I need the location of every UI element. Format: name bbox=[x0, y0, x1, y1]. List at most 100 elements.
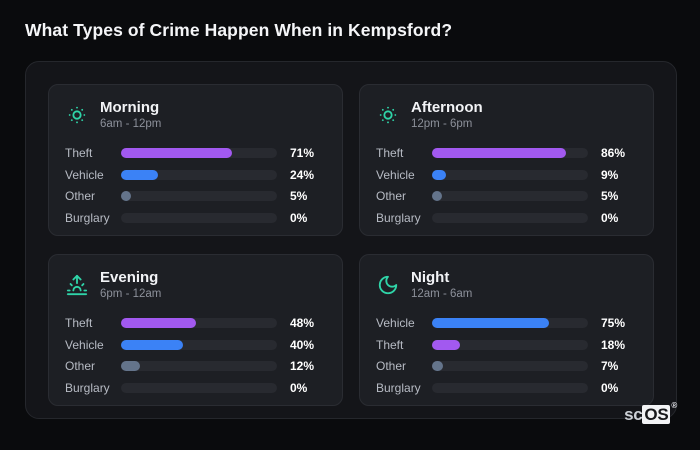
bar-label: Burglary bbox=[65, 210, 110, 225]
bar-row: Vehicle 40% bbox=[65, 337, 326, 352]
bar-track bbox=[121, 191, 277, 201]
bar-fill bbox=[121, 148, 232, 158]
bar-row: Theft 48% bbox=[65, 316, 326, 330]
bar-track bbox=[432, 318, 588, 328]
bar-row: Vehicle 9% bbox=[376, 167, 637, 182]
bar-fill bbox=[432, 191, 442, 201]
bar-fill bbox=[432, 361, 443, 371]
bar-track bbox=[121, 148, 277, 158]
bar-value: 75% bbox=[601, 316, 626, 330]
bar-row: Burglary 0% bbox=[65, 210, 326, 225]
bar-label: Theft bbox=[65, 316, 93, 330]
bar-value: 86% bbox=[601, 146, 626, 160]
panel-header: Evening 6pm - 12am bbox=[65, 268, 326, 302]
bar-row: Vehicle 24% bbox=[65, 167, 326, 182]
panel-time-range: 12pm - 6pm bbox=[411, 118, 473, 130]
bar-label: Other bbox=[376, 359, 407, 373]
bar-value: 48% bbox=[290, 316, 315, 330]
bar-track bbox=[121, 361, 277, 371]
moon-icon bbox=[376, 273, 400, 297]
bar-label: Vehicle bbox=[376, 167, 415, 182]
panel-time-range: 12am - 6am bbox=[411, 288, 473, 300]
panel-evening: Evening 6pm - 12am Theft 48% Vehicle 40%… bbox=[48, 254, 343, 406]
bar-label: Vehicle bbox=[65, 167, 104, 182]
bar-value: 71% bbox=[290, 146, 315, 160]
bar-value: 9% bbox=[601, 167, 619, 182]
bar-row: Theft 71% bbox=[65, 146, 326, 160]
sunrise-icon bbox=[65, 273, 89, 297]
bar-track bbox=[121, 382, 277, 393]
bar-track bbox=[432, 148, 588, 158]
panel-title: Morning bbox=[100, 98, 160, 116]
crime-time-dashboard: Morning 6am - 12pm Theft 71% Vehicle 24%… bbox=[25, 61, 677, 419]
scos-watermark: sc OS ® bbox=[624, 401, 677, 425]
bar-value: 0% bbox=[601, 380, 619, 395]
bar-row: Other 5% bbox=[376, 189, 637, 203]
bar-label: Burglary bbox=[376, 380, 421, 395]
bar-fill bbox=[121, 318, 196, 328]
bar-track bbox=[121, 318, 277, 328]
bar-fill bbox=[121, 339, 184, 350]
bar-value: 5% bbox=[601, 189, 619, 203]
bar-label: Other bbox=[376, 189, 407, 203]
registered-mark-icon: ® bbox=[671, 401, 677, 410]
panel-afternoon: Afternoon 12pm - 6pm Theft 86% Vehicle 9… bbox=[359, 84, 654, 236]
panel-header: Afternoon 12pm - 6pm bbox=[376, 98, 637, 132]
bar-row: Burglary 0% bbox=[376, 210, 637, 225]
bar-track bbox=[432, 339, 588, 350]
bar-track bbox=[432, 169, 588, 180]
bar-value: 0% bbox=[290, 380, 308, 395]
panel-time-range: 6am - 12pm bbox=[100, 118, 162, 130]
bar-fill bbox=[432, 169, 447, 180]
bar-value: 7% bbox=[601, 359, 619, 373]
bar-fill bbox=[121, 191, 131, 201]
bar-row: Other 7% bbox=[376, 359, 637, 373]
bar-label: Theft bbox=[376, 146, 404, 160]
panel-night: Night 12am - 6am Vehicle 75% Theft 18% O… bbox=[359, 254, 654, 406]
bar-fill bbox=[432, 339, 461, 350]
bar-row: Theft 86% bbox=[376, 146, 637, 160]
bar-row: Vehicle 75% bbox=[376, 316, 637, 330]
panel-morning: Morning 6am - 12pm Theft 71% Vehicle 24%… bbox=[48, 84, 343, 236]
panel-header: Night 12am - 6am bbox=[376, 268, 637, 302]
bar-value: 0% bbox=[290, 210, 308, 225]
panel-title: Afternoon bbox=[411, 98, 483, 116]
bar-fill bbox=[121, 169, 159, 180]
bar-track bbox=[121, 339, 277, 350]
bar-label: Other bbox=[65, 359, 96, 373]
panel-header: Morning 6am - 12pm bbox=[65, 98, 326, 132]
bar-row: Other 5% bbox=[65, 189, 326, 203]
bar-row: Burglary 0% bbox=[65, 380, 326, 395]
bar-value: 24% bbox=[290, 167, 315, 182]
bar-track bbox=[121, 169, 277, 180]
bar-chart: Theft 71% Vehicle 24% Other 5% Burglary bbox=[65, 146, 326, 225]
bar-track bbox=[432, 361, 588, 371]
bar-value: 12% bbox=[290, 359, 315, 373]
bar-row: Other 12% bbox=[65, 359, 326, 373]
bar-label: Vehicle bbox=[376, 316, 415, 330]
sun-dim-icon bbox=[376, 103, 400, 127]
bar-chart: Theft 86% Vehicle 9% Other 5% Burglary bbox=[376, 146, 637, 225]
panel-title: Night bbox=[411, 268, 450, 286]
bar-label: Burglary bbox=[376, 210, 421, 225]
bar-row: Theft 18% bbox=[376, 337, 637, 352]
bar-value: 18% bbox=[601, 337, 626, 352]
bar-label: Other bbox=[65, 189, 96, 203]
watermark-boxed-text: OS bbox=[642, 405, 671, 424]
bar-track bbox=[432, 212, 588, 223]
bar-chart: Vehicle 75% Theft 18% Other 7% Burglary bbox=[376, 316, 637, 395]
sun-dim-icon bbox=[65, 103, 89, 127]
bar-track bbox=[432, 191, 588, 201]
bar-row: Burglary 0% bbox=[376, 380, 637, 395]
bar-value: 0% bbox=[601, 210, 619, 225]
bar-value: 40% bbox=[290, 337, 315, 352]
bar-fill bbox=[121, 361, 140, 371]
bar-label: Vehicle bbox=[65, 337, 104, 352]
bar-fill bbox=[432, 318, 549, 328]
bar-label: Theft bbox=[65, 146, 93, 160]
bar-chart: Theft 48% Vehicle 40% Other 12% Burglary bbox=[65, 316, 326, 395]
bar-label: Burglary bbox=[65, 380, 110, 395]
bar-track bbox=[432, 382, 588, 393]
watermark-prefix: sc bbox=[624, 405, 643, 424]
panel-title: Evening bbox=[100, 268, 159, 286]
